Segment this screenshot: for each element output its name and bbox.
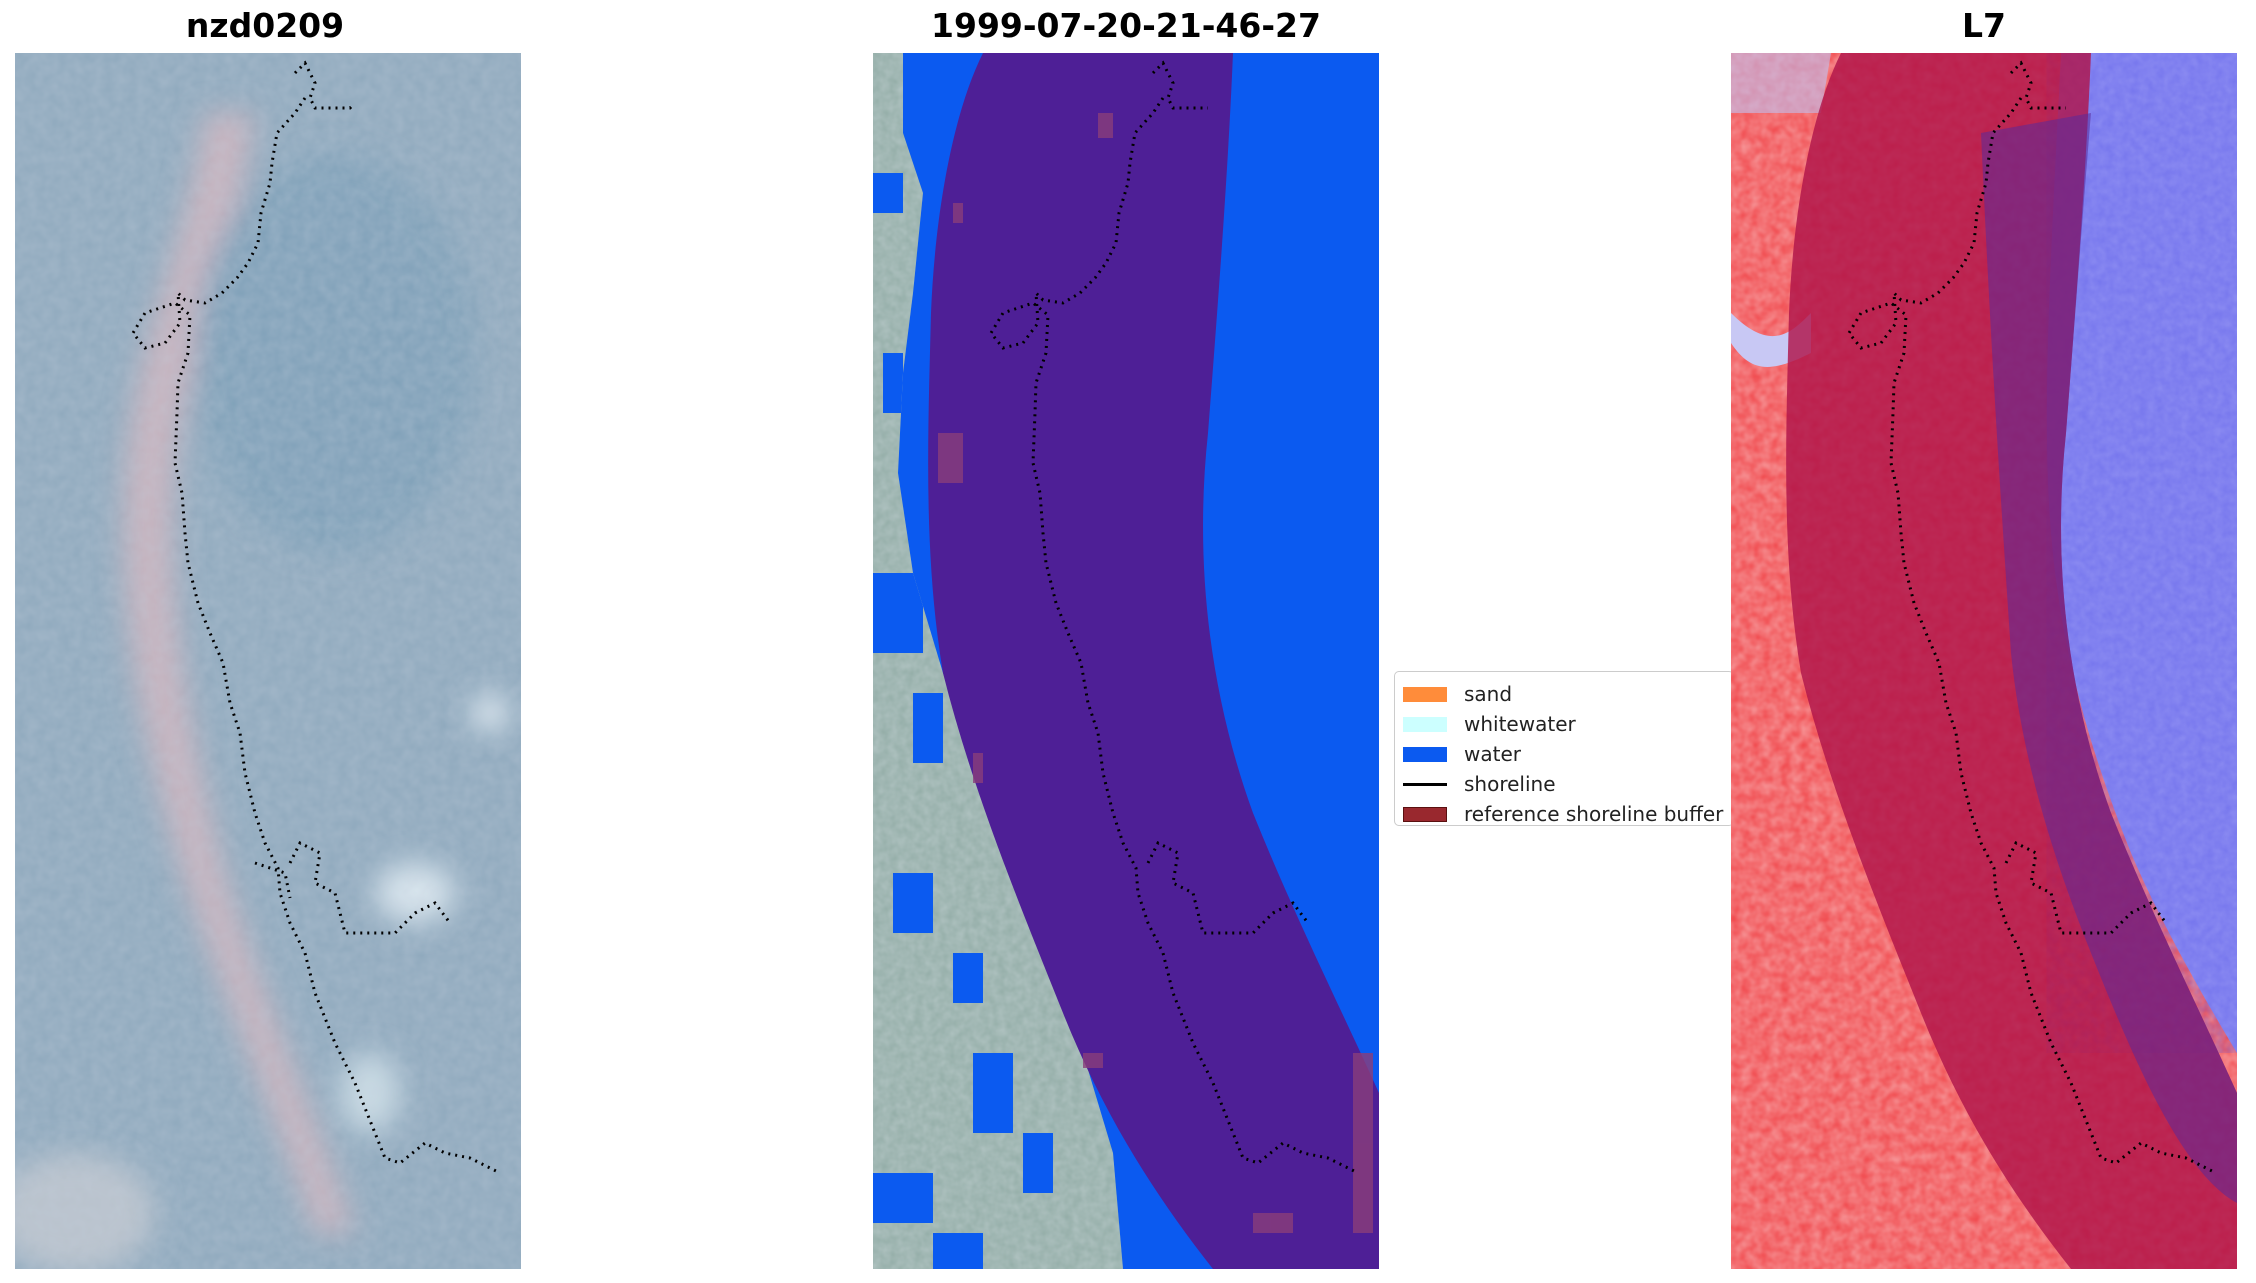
legend-item-buffer: reference shoreline buffer bbox=[1395, 799, 1733, 829]
shoreline-buffer-area bbox=[928, 53, 1379, 1269]
legend-label-whitewater: whitewater bbox=[1464, 712, 1576, 736]
title-classification-panel: 1999-07-20-21-46-27 bbox=[931, 6, 1321, 45]
legend-item-sand: sand bbox=[1395, 679, 1733, 709]
legend-swatch-sand bbox=[1403, 686, 1447, 702]
legend: sand whitewater water shoreline referenc… bbox=[1394, 671, 1734, 826]
shoreline-trace bbox=[131, 60, 501, 1175]
title-rgb-panel: nzd0209 bbox=[185, 6, 345, 45]
legend-swatch-whitewater bbox=[1403, 716, 1447, 732]
title-index-panel: L7 bbox=[1962, 6, 2006, 45]
legend-item-shoreline: shoreline bbox=[1395, 769, 1733, 799]
legend-item-whitewater: whitewater bbox=[1395, 709, 1733, 739]
legend-swatch-buffer bbox=[1403, 806, 1447, 822]
legend-swatch-water bbox=[1403, 746, 1447, 762]
index-panel bbox=[1731, 53, 2237, 1269]
rgb-image-panel bbox=[15, 53, 521, 1269]
legend-line-shoreline bbox=[1403, 782, 1447, 786]
classification-panel bbox=[873, 53, 1379, 1269]
legend-label-sand: sand bbox=[1464, 682, 1513, 706]
legend-label-shoreline: shoreline bbox=[1464, 772, 1556, 796]
legend-label-buffer: reference shoreline buffer bbox=[1464, 802, 1724, 826]
legend-label-water: water bbox=[1464, 742, 1521, 766]
legend-item-water: water bbox=[1395, 739, 1733, 769]
